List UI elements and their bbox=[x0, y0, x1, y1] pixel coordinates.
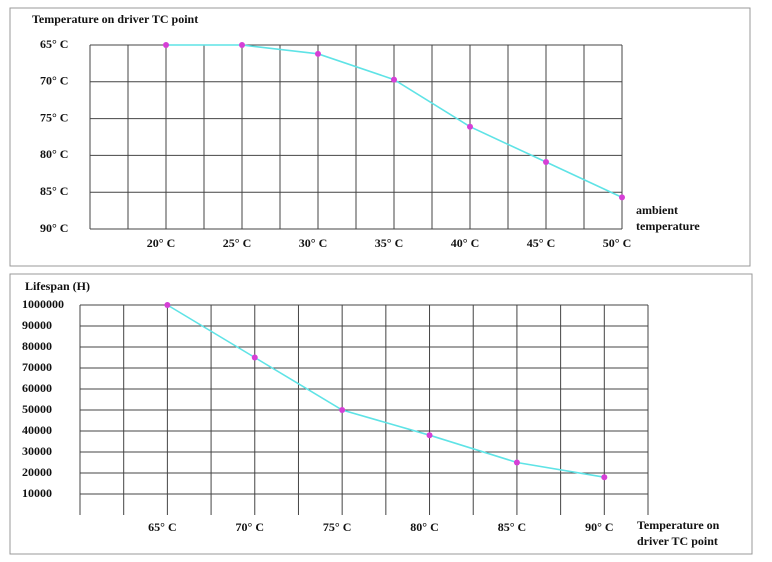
data-point bbox=[163, 42, 169, 48]
data-line bbox=[166, 304, 605, 478]
x-tick-label: 30° C bbox=[299, 236, 327, 250]
y-tick-label: 65° C bbox=[40, 37, 68, 51]
data-point bbox=[239, 42, 245, 48]
x-tick-label: 70° C bbox=[236, 520, 264, 534]
data-point bbox=[619, 194, 625, 201]
data-point bbox=[601, 474, 608, 481]
x-axis-label: temperature bbox=[636, 219, 700, 233]
data-point bbox=[339, 407, 346, 413]
y-tick-label: 80000 bbox=[22, 339, 52, 353]
y-tick-label: 85° C bbox=[40, 184, 68, 198]
data-point bbox=[391, 76, 397, 83]
x-tick-label: 65° C bbox=[148, 520, 176, 534]
chart-title: Temperature on driver TC point bbox=[32, 12, 198, 26]
x-tick-label: 25° C bbox=[223, 236, 251, 250]
data-point bbox=[513, 459, 520, 466]
x-tick-label: 45° C bbox=[527, 236, 555, 250]
data-point bbox=[467, 123, 473, 130]
panel-frame bbox=[9, 273, 753, 555]
x-tick-label: 50° C bbox=[603, 236, 631, 250]
data-point bbox=[164, 302, 171, 308]
y-tick-label: 10000 bbox=[22, 486, 52, 500]
y-tick-label: 30000 bbox=[22, 444, 52, 458]
x-axis-label: Temperature on bbox=[637, 518, 720, 532]
y-tick-label: 90000 bbox=[22, 318, 52, 332]
y-tick-label: 70000 bbox=[22, 360, 52, 374]
x-tick-label: 90° C bbox=[585, 520, 613, 534]
data-point bbox=[426, 432, 433, 439]
x-tick-label: 40° C bbox=[451, 236, 479, 250]
x-tick-label: 75° C bbox=[323, 520, 351, 534]
y-tick-label: 60000 bbox=[22, 381, 52, 395]
x-tick-label: 20° C bbox=[147, 236, 175, 250]
y-tick-label: 50000 bbox=[22, 402, 52, 416]
y-tick-label: 20000 bbox=[22, 465, 52, 479]
y-tick-label: 80° C bbox=[40, 147, 68, 161]
data-point bbox=[251, 354, 258, 361]
y-tick-label: 90° C bbox=[40, 221, 68, 235]
y-tick-label: 40000 bbox=[22, 423, 52, 437]
x-tick-label: 85° C bbox=[498, 520, 526, 534]
data-point bbox=[543, 159, 549, 166]
x-tick-label: 80° C bbox=[410, 520, 438, 534]
data-point bbox=[315, 50, 321, 57]
chart-title: Lifespan (H) bbox=[25, 279, 90, 293]
x-axis-label: ambient bbox=[636, 203, 678, 217]
x-tick-label: 35° C bbox=[375, 236, 403, 250]
panel-frame bbox=[9, 7, 751, 267]
y-tick-label: 70° C bbox=[40, 74, 68, 88]
x-axis-label: driver TC point bbox=[637, 534, 718, 548]
y-tick-label: 1000000 bbox=[22, 297, 64, 311]
y-tick-label: 75° C bbox=[40, 110, 68, 124]
